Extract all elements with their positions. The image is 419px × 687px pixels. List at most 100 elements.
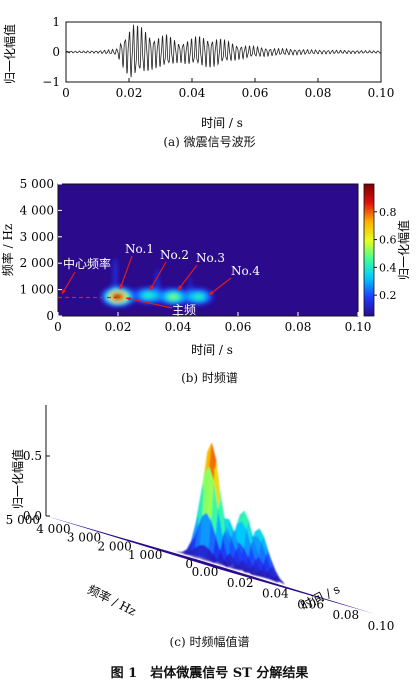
surface-facet bbox=[197, 557, 205, 560]
waveform-xtick-label: 0.02 bbox=[116, 86, 143, 100]
tf-heatmap-cell bbox=[165, 292, 168, 295]
tf-heatmap-cell bbox=[165, 289, 168, 292]
tf-heatmap-cell bbox=[187, 287, 190, 290]
tf-heatmap-cell bbox=[181, 290, 184, 293]
tf-heatmap-cell bbox=[194, 303, 197, 306]
tf-heatmap-cell bbox=[181, 293, 184, 296]
tf-heatmap-cell bbox=[115, 265, 118, 268]
tf-heatmap-cell bbox=[133, 289, 136, 292]
tf-heatmap-cell bbox=[134, 292, 138, 295]
tf-heatmap-cell bbox=[113, 262, 116, 265]
surface-facet bbox=[250, 539, 258, 560]
tf-heatmap-cell bbox=[152, 295, 156, 298]
tf-heatmap-cell bbox=[107, 289, 111, 292]
tf-heatmap-cell bbox=[111, 285, 114, 289]
tf-heatmap-cell bbox=[113, 265, 116, 268]
tf-heatmap-cell bbox=[138, 290, 141, 293]
tf-heatmap-cell bbox=[161, 290, 165, 293]
surface-facet bbox=[228, 566, 235, 569]
tf-heatmap-cell bbox=[120, 296, 123, 300]
arrow-no3-head bbox=[178, 285, 183, 290]
tf-heatmap-cell bbox=[208, 298, 211, 301]
tf-heatmap-cell bbox=[147, 300, 150, 303]
tf-heatmap-cell bbox=[156, 281, 159, 284]
tf-heatmap-cell bbox=[158, 293, 161, 296]
tf-heatmap-cell bbox=[187, 298, 190, 301]
tf-heatmap-cell bbox=[131, 296, 134, 300]
surface-facet bbox=[218, 495, 226, 537]
tf-heatmap-cell bbox=[118, 301, 121, 304]
tf-heatmap-cell bbox=[113, 284, 116, 287]
tf-heatmap-cell bbox=[143, 293, 147, 296]
arrow-no2-shaft bbox=[149, 261, 167, 291]
surface-facet bbox=[183, 550, 191, 555]
tf-heatmap-cell bbox=[143, 296, 147, 300]
annotation-no2: No.2 bbox=[160, 248, 189, 262]
tf-heatmap-cell bbox=[122, 290, 125, 293]
tf-heatmap-cell bbox=[125, 300, 129, 303]
tf-heatmap-cell bbox=[170, 301, 174, 304]
tf-heatmap-cell bbox=[158, 300, 161, 303]
colorbar-tick-label: 0.6 bbox=[379, 234, 397, 247]
arrow-no4-shaft bbox=[208, 277, 232, 296]
tf-heatmap-cell bbox=[127, 301, 130, 304]
surface-facet bbox=[242, 568, 250, 573]
tf-heatmap-cell bbox=[115, 303, 118, 306]
tf-heatmap-cell bbox=[172, 290, 175, 293]
tf-heatmap-cell bbox=[169, 293, 172, 296]
tf-heatmap-cell bbox=[145, 300, 148, 303]
tf-heatmap-cell bbox=[206, 290, 210, 293]
tf-heatmap-cell bbox=[115, 295, 118, 298]
tf-heatmap-cell bbox=[201, 292, 204, 295]
tf-heatmap-cell bbox=[196, 303, 199, 306]
tf-heatmap-cell bbox=[111, 290, 114, 293]
tf-heatmap-cell bbox=[158, 284, 161, 287]
tf-heatmap-cell bbox=[169, 290, 172, 293]
tf-heatmap-cell bbox=[106, 295, 109, 298]
tf-heatmap-cell bbox=[172, 296, 175, 300]
tf-heatmap-cell bbox=[115, 282, 118, 285]
tf-heatmap-cell bbox=[154, 289, 157, 292]
tf-heatmap-cell bbox=[113, 263, 116, 266]
tf-heatmap-cell bbox=[145, 289, 148, 292]
tf-heatmap-cell bbox=[152, 285, 156, 289]
tf-heatmap-cell bbox=[152, 292, 156, 295]
tf-heatmap-cell bbox=[133, 295, 136, 298]
tf-heatmap-cell bbox=[142, 292, 145, 295]
surface-facet bbox=[263, 555, 271, 573]
surface-facet bbox=[201, 558, 209, 561]
tf-heatmap-cell bbox=[154, 296, 157, 300]
surface-facet bbox=[239, 520, 247, 548]
tf-heatmap-cell bbox=[116, 298, 120, 301]
tf-heatmap-cell bbox=[102, 295, 105, 298]
tf-heatmap-cell bbox=[120, 289, 123, 292]
tf-heatmap-cell bbox=[106, 287, 109, 290]
surface-facet bbox=[269, 578, 277, 582]
tf-heatmap-cell bbox=[190, 296, 193, 300]
surface-facet bbox=[220, 536, 228, 561]
tf-heatmap-cell bbox=[167, 293, 170, 296]
tf-heatmap-cell bbox=[131, 290, 134, 293]
tf-annotations: 中心频率 No.1 No.2 No.3 No.4 主频 bbox=[58, 242, 260, 317]
tf-heatmap-cell bbox=[167, 292, 170, 295]
tf-heatmap-cell bbox=[163, 295, 166, 298]
tf-heatmap-cell bbox=[206, 295, 210, 298]
tf-heatmap-cell bbox=[151, 298, 154, 301]
tf-heatmap-cell bbox=[192, 295, 195, 298]
tf-heatmap-cell bbox=[197, 293, 201, 296]
colorbar-tick-label: 0.2 bbox=[379, 289, 397, 302]
surface-facet bbox=[213, 460, 221, 509]
tf-heatmap-cell bbox=[167, 295, 170, 298]
tf-heatmap-cell bbox=[197, 287, 201, 290]
tf-heatmap-cell bbox=[190, 284, 193, 287]
tf-heatmap-cell bbox=[163, 298, 166, 301]
tf-heatmap-cell bbox=[163, 293, 166, 296]
tf-heatmap-cell bbox=[113, 274, 116, 277]
tf-heatmap-cell bbox=[161, 298, 165, 301]
tf-heatmap-cell bbox=[181, 296, 184, 300]
tf-heatmap-cell bbox=[127, 292, 130, 295]
tf-heatmap-cell bbox=[138, 295, 141, 298]
tf-heatmap-cell bbox=[179, 292, 183, 295]
tf-heatmap-cell bbox=[142, 301, 145, 304]
